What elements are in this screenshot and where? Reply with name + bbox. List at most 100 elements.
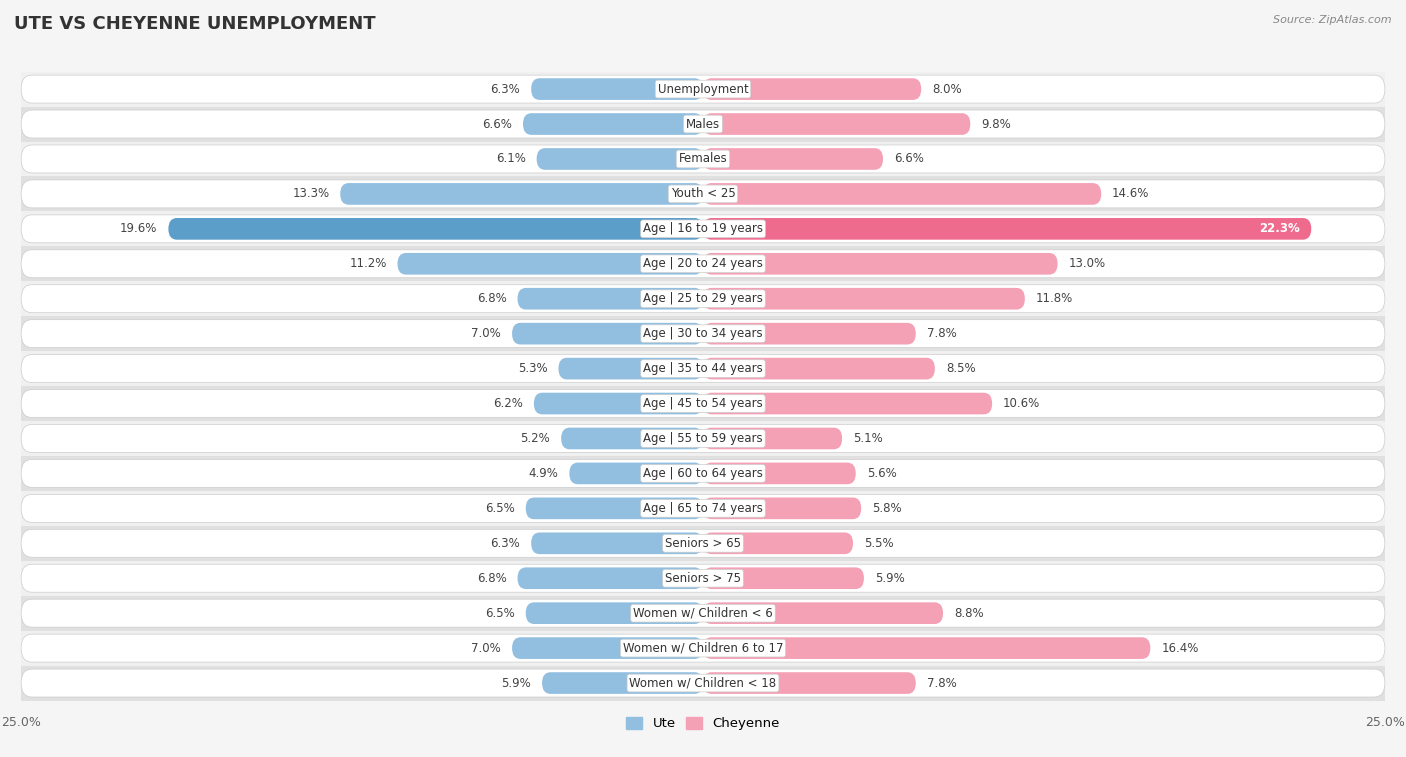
FancyBboxPatch shape — [21, 250, 1385, 278]
Text: 5.5%: 5.5% — [863, 537, 894, 550]
FancyBboxPatch shape — [531, 78, 703, 100]
Text: 16.4%: 16.4% — [1161, 642, 1199, 655]
Bar — [21, 421, 1385, 456]
Text: Females: Females — [679, 152, 727, 166]
FancyBboxPatch shape — [703, 637, 1150, 659]
FancyBboxPatch shape — [21, 600, 1385, 627]
FancyBboxPatch shape — [531, 532, 703, 554]
FancyBboxPatch shape — [21, 425, 1385, 453]
FancyBboxPatch shape — [340, 183, 703, 204]
Bar — [21, 72, 1385, 107]
Text: Age | 55 to 59 years: Age | 55 to 59 years — [643, 432, 763, 445]
Text: Age | 45 to 54 years: Age | 45 to 54 years — [643, 397, 763, 410]
FancyBboxPatch shape — [512, 637, 703, 659]
Text: 5.1%: 5.1% — [853, 432, 883, 445]
Text: Age | 65 to 74 years: Age | 65 to 74 years — [643, 502, 763, 515]
FancyBboxPatch shape — [703, 463, 856, 484]
Bar — [21, 351, 1385, 386]
Text: UTE VS CHEYENNE UNEMPLOYMENT: UTE VS CHEYENNE UNEMPLOYMENT — [14, 15, 375, 33]
FancyBboxPatch shape — [21, 180, 1385, 208]
Text: 9.8%: 9.8% — [981, 117, 1011, 130]
FancyBboxPatch shape — [703, 428, 842, 450]
Bar — [21, 491, 1385, 526]
Bar — [21, 526, 1385, 561]
Bar — [21, 596, 1385, 631]
FancyBboxPatch shape — [703, 253, 1057, 275]
Text: 6.8%: 6.8% — [477, 572, 506, 584]
Text: 8.8%: 8.8% — [953, 606, 984, 620]
Text: 6.6%: 6.6% — [482, 117, 512, 130]
Text: 22.3%: 22.3% — [1260, 223, 1301, 235]
Bar — [21, 665, 1385, 700]
Text: Women w/ Children < 18: Women w/ Children < 18 — [630, 677, 776, 690]
FancyBboxPatch shape — [703, 322, 915, 344]
Text: 5.6%: 5.6% — [866, 467, 897, 480]
FancyBboxPatch shape — [512, 322, 703, 344]
FancyBboxPatch shape — [526, 603, 703, 624]
Bar — [21, 316, 1385, 351]
Text: 19.6%: 19.6% — [120, 223, 157, 235]
Text: Women w/ Children 6 to 17: Women w/ Children 6 to 17 — [623, 642, 783, 655]
Text: 7.8%: 7.8% — [927, 677, 956, 690]
FancyBboxPatch shape — [21, 634, 1385, 662]
Text: Age | 25 to 29 years: Age | 25 to 29 years — [643, 292, 763, 305]
Bar — [21, 211, 1385, 246]
Bar — [21, 246, 1385, 282]
FancyBboxPatch shape — [703, 358, 935, 379]
FancyBboxPatch shape — [703, 393, 993, 414]
Text: 8.5%: 8.5% — [946, 362, 976, 375]
Text: 10.6%: 10.6% — [1002, 397, 1040, 410]
Text: Youth < 25: Youth < 25 — [671, 188, 735, 201]
FancyBboxPatch shape — [543, 672, 703, 694]
FancyBboxPatch shape — [703, 532, 853, 554]
Text: 5.9%: 5.9% — [875, 572, 904, 584]
Bar — [21, 176, 1385, 211]
Bar — [21, 107, 1385, 142]
FancyBboxPatch shape — [703, 497, 862, 519]
Text: 5.3%: 5.3% — [517, 362, 547, 375]
Text: 5.8%: 5.8% — [872, 502, 901, 515]
FancyBboxPatch shape — [523, 114, 703, 135]
Text: 7.8%: 7.8% — [927, 327, 956, 340]
Bar — [21, 631, 1385, 665]
FancyBboxPatch shape — [21, 390, 1385, 418]
Text: Seniors > 65: Seniors > 65 — [665, 537, 741, 550]
Text: 5.9%: 5.9% — [502, 677, 531, 690]
Text: Age | 60 to 64 years: Age | 60 to 64 years — [643, 467, 763, 480]
Text: Women w/ Children < 6: Women w/ Children < 6 — [633, 606, 773, 620]
Text: Males: Males — [686, 117, 720, 130]
FancyBboxPatch shape — [703, 568, 863, 589]
Text: Age | 30 to 34 years: Age | 30 to 34 years — [643, 327, 763, 340]
FancyBboxPatch shape — [703, 218, 1312, 240]
FancyBboxPatch shape — [21, 75, 1385, 103]
Text: 14.6%: 14.6% — [1112, 188, 1150, 201]
Text: 6.2%: 6.2% — [494, 397, 523, 410]
Text: 6.6%: 6.6% — [894, 152, 924, 166]
FancyBboxPatch shape — [703, 672, 915, 694]
FancyBboxPatch shape — [558, 358, 703, 379]
FancyBboxPatch shape — [21, 494, 1385, 522]
Legend: Ute, Cheyenne: Ute, Cheyenne — [621, 712, 785, 736]
Text: 7.0%: 7.0% — [471, 642, 501, 655]
FancyBboxPatch shape — [703, 603, 943, 624]
Bar — [21, 456, 1385, 491]
FancyBboxPatch shape — [569, 463, 703, 484]
FancyBboxPatch shape — [398, 253, 703, 275]
Text: 6.3%: 6.3% — [491, 83, 520, 95]
FancyBboxPatch shape — [21, 354, 1385, 382]
FancyBboxPatch shape — [703, 78, 921, 100]
Text: Unemployment: Unemployment — [658, 83, 748, 95]
FancyBboxPatch shape — [526, 497, 703, 519]
Text: 6.1%: 6.1% — [496, 152, 526, 166]
FancyBboxPatch shape — [21, 529, 1385, 557]
FancyBboxPatch shape — [21, 285, 1385, 313]
Text: 11.8%: 11.8% — [1036, 292, 1073, 305]
Text: 13.3%: 13.3% — [292, 188, 329, 201]
FancyBboxPatch shape — [517, 568, 703, 589]
Bar — [21, 142, 1385, 176]
Text: 6.5%: 6.5% — [485, 606, 515, 620]
Text: 11.2%: 11.2% — [349, 257, 387, 270]
FancyBboxPatch shape — [534, 393, 703, 414]
Text: Age | 35 to 44 years: Age | 35 to 44 years — [643, 362, 763, 375]
Text: 6.3%: 6.3% — [491, 537, 520, 550]
